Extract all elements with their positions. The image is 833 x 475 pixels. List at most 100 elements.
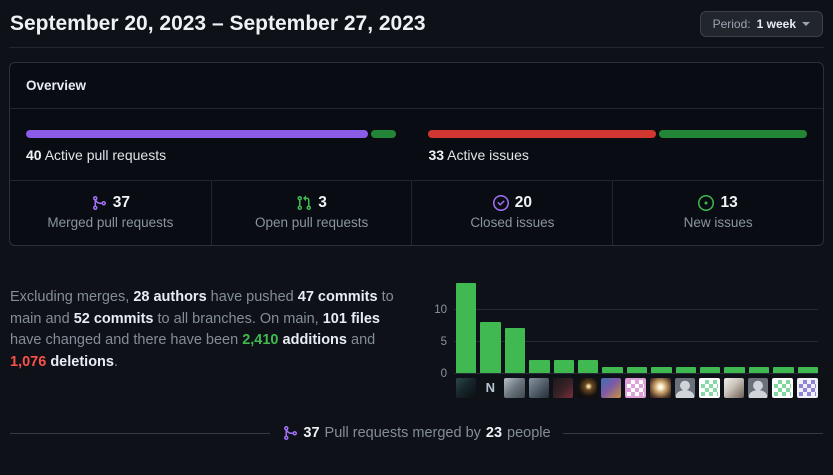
overview-title: Overview (26, 78, 87, 93)
author-avatars-row: N (456, 378, 818, 398)
author-avatar[interactable] (576, 378, 598, 398)
summary-segment: 47 commits (297, 289, 378, 305)
active-issues-count: 33 (428, 147, 445, 163)
author-avatar[interactable] (723, 378, 744, 398)
author-avatar[interactable]: N (480, 378, 501, 398)
new-issues-segment[interactable] (658, 130, 807, 138)
footer-people-count: 23 (485, 425, 503, 441)
new-issues-count: 13 (720, 194, 738, 211)
author-avatar[interactable] (504, 378, 525, 398)
closed-issues-segment[interactable] (428, 130, 656, 138)
merged-pull-requests-segment[interactable] (26, 130, 368, 138)
commit-bar[interactable] (651, 366, 672, 373)
commit-bar[interactable] (480, 321, 501, 373)
active-pull-requests-cell: 40 Active pull requests (10, 109, 412, 180)
active-issues-cell: 33 Active issues (412, 109, 823, 180)
commit-bar[interactable] (797, 366, 819, 373)
new-issues-label: New issues (683, 215, 753, 230)
commit-bar[interactable] (456, 283, 477, 373)
commit-bar[interactable] (700, 366, 721, 373)
divider-line-left (10, 432, 271, 434)
summary-segment: . (113, 353, 119, 370)
author-avatar[interactable] (797, 378, 818, 398)
active-pull-requests-count: 40 (26, 147, 42, 163)
gridline-5 (454, 341, 818, 342)
period-label: Period: (712, 17, 751, 31)
commit-bar[interactable] (626, 366, 648, 373)
summary-segment: to main and (10, 289, 394, 327)
author-avatar[interactable] (772, 378, 793, 398)
page-title: September 20, 2023 – September 27, 2023 (10, 12, 426, 35)
commit-bar[interactable] (748, 366, 770, 373)
overview-stats-row: 37 Merged pull requests 3 Open pull requ… (10, 180, 823, 245)
divider-line-right (562, 432, 823, 434)
overview-panel-header: Overview (10, 63, 823, 109)
y-tick-0: 0 (440, 368, 447, 380)
summary-segment: 52 commits (73, 310, 154, 327)
gridline-10 (454, 309, 818, 310)
summary-segment: deletions (50, 353, 114, 370)
commits-per-author-chart: 10 5 0 N (430, 278, 819, 398)
merged-pr-footer-text: 37 Pull requests merged by 23 people (282, 425, 551, 441)
merged-pull-requests-label: Merged pull requests (47, 215, 174, 230)
git-merge-icon (92, 195, 106, 211)
author-avatar[interactable] (625, 378, 646, 398)
period-dropdown[interactable]: Period: 1 week (699, 11, 823, 37)
y-tick-5: 5 (440, 336, 447, 348)
overview-panel: Overview 40 Active pull requests (9, 62, 824, 246)
summary-segment: and (346, 332, 376, 348)
summary-segment: have pushed (206, 289, 298, 305)
author-avatar[interactable] (552, 378, 573, 398)
summary-segment: Excluding merges, (10, 289, 134, 305)
author-avatar[interactable] (699, 378, 720, 398)
footer-text-mid: Pull requests merged by (324, 425, 481, 441)
commit-bar[interactable] (578, 360, 599, 373)
stat-merged-pull-requests[interactable]: 37 Merged pull requests (10, 181, 211, 245)
active-issues-text: Active issues (447, 147, 529, 163)
author-avatar[interactable] (456, 378, 477, 398)
author-avatar[interactable] (650, 378, 671, 398)
commit-bar[interactable] (553, 360, 575, 373)
git-pull-request-icon (297, 195, 312, 211)
stat-new-issues[interactable]: 13 New issues (612, 181, 823, 245)
open-pull-requests-label: Open pull requests (254, 215, 369, 230)
commit-bar[interactable] (529, 360, 550, 373)
closed-issues-count: 20 (514, 194, 532, 211)
issues-progress-bar[interactable] (428, 130, 807, 138)
merged-pr-footer: 37 Pull requests merged by 23 people (9, 425, 824, 441)
chart-plot-area: 10 5 0 (434, 278, 819, 380)
open-pull-requests-count: 3 (318, 194, 327, 211)
commit-bar[interactable] (504, 328, 526, 373)
closed-issues-label: Closed issues (470, 215, 555, 230)
active-pull-requests-text: Active pull requests (44, 147, 167, 163)
pull-requests-progress-bar[interactable] (26, 130, 397, 138)
commit-bar[interactable] (773, 366, 794, 373)
summary-segment: 101 files (322, 310, 380, 327)
progress-bars-row: 40 Active pull requests 33 Active issues (10, 109, 823, 180)
author-avatar[interactable] (528, 378, 549, 398)
merged-pull-requests-count: 37 (112, 194, 130, 211)
author-avatar[interactable] (601, 378, 622, 398)
stat-open-pull-requests[interactable]: 3 Open pull requests (210, 181, 412, 245)
author-avatar[interactable] (747, 378, 769, 398)
summary-segment: additions (282, 332, 347, 348)
period-value: 1 week (756, 17, 796, 31)
issue-opened-icon (698, 195, 715, 211)
commit-bar[interactable] (724, 366, 745, 373)
commit-bar[interactable] (602, 366, 623, 373)
gridline-0 (454, 373, 818, 374)
page-header: September 20, 2023 – September 27, 2023 … (9, 0, 824, 48)
avatar-logo-glyph: N (485, 380, 495, 395)
stat-closed-issues[interactable]: 20 Closed issues (411, 181, 612, 245)
footer-text-end: people (507, 425, 551, 441)
pulse-page: September 20, 2023 – September 27, 2023 … (9, 0, 824, 441)
footer-merged-count: 37 (303, 425, 320, 441)
summary-segment: 1,076 (10, 353, 47, 370)
activity-summary: Excluding merges, 28 authors have pushed… (10, 287, 414, 373)
author-avatar[interactable] (674, 378, 695, 398)
summary-segment: to all branches. On main, (153, 310, 323, 327)
commit-bar[interactable] (675, 366, 697, 373)
open-pull-requests-segment[interactable] (370, 130, 397, 138)
git-merge-icon (284, 425, 298, 441)
chevron-down-icon (802, 22, 810, 26)
